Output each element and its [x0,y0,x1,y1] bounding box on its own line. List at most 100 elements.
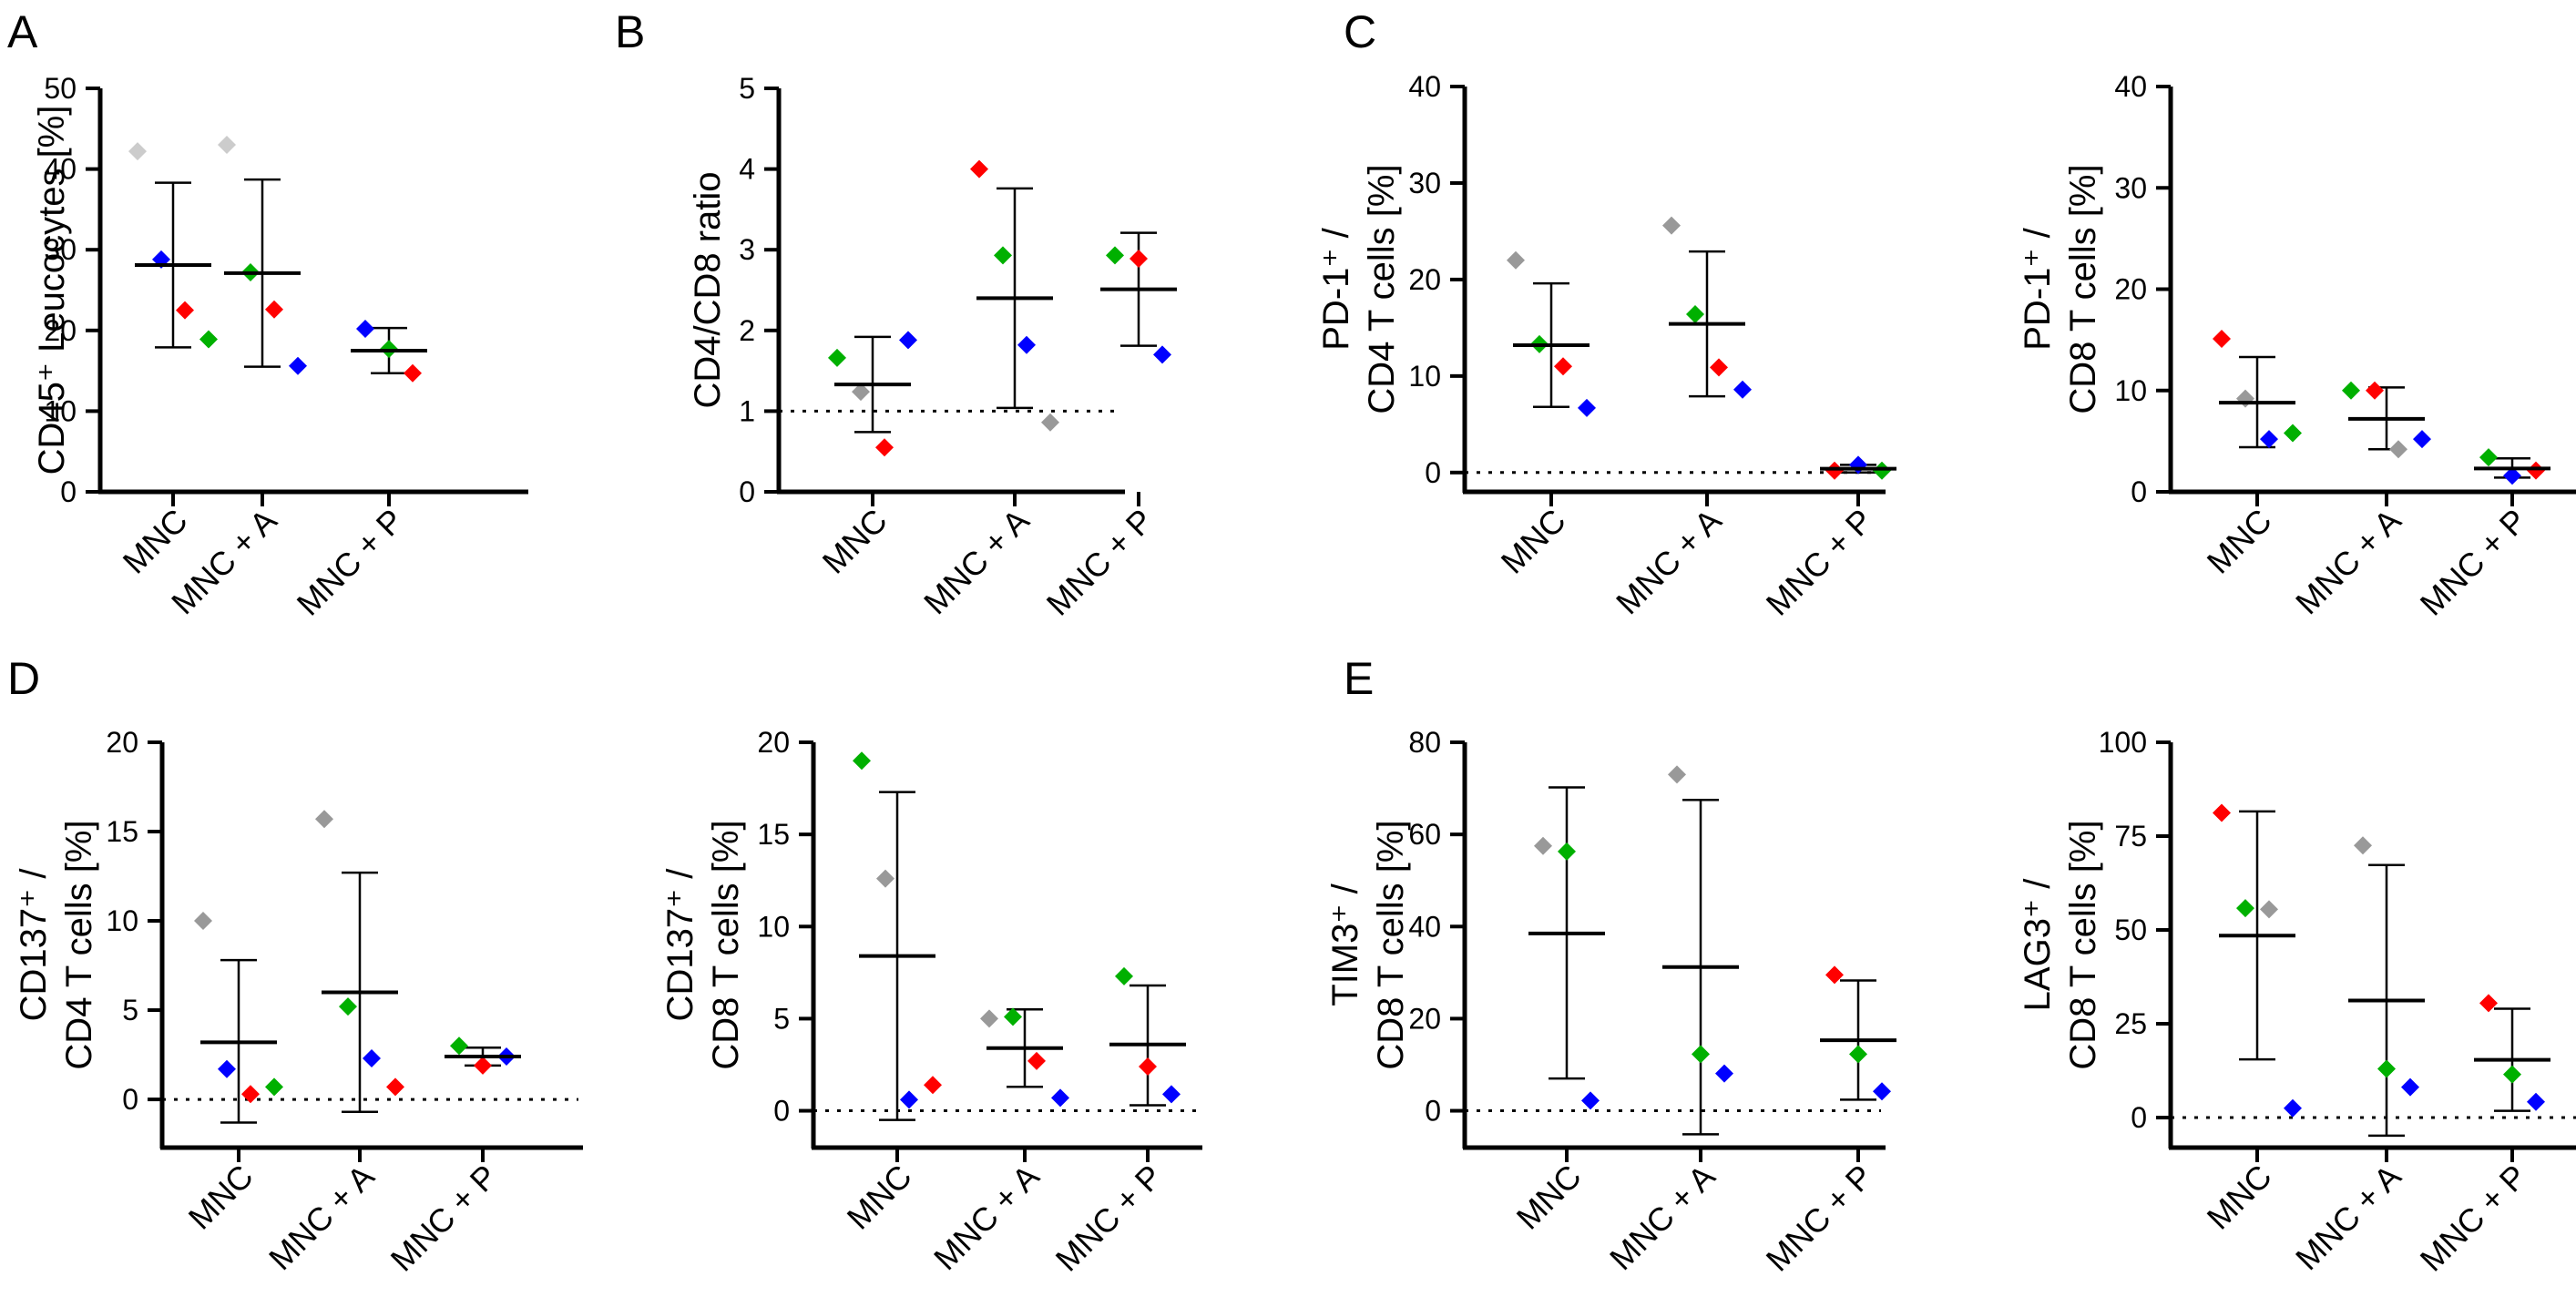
group-mnc-a [2342,381,2431,459]
data-point-gray [2260,900,2278,919]
data-point-gray [194,912,212,931]
x-tick-label: MNC + A [261,1158,382,1278]
group-mnc [1528,786,1605,1110]
data-point-red [2366,381,2384,400]
x-tick-label: MNC + P [290,502,411,623]
y-tick-label: 50 [44,72,77,105]
y-tick-label: 0 [1425,456,1441,489]
data-point-blue [218,1059,236,1078]
y-tick-label: 40 [2114,70,2147,103]
y-tick-label: 10 [106,904,138,937]
data-point-red [875,438,894,457]
group-mnc-p [2474,994,2550,1112]
group-mnc [853,751,942,1121]
data-point-blue [1162,1085,1181,1104]
data-point-green [2377,1059,2396,1078]
data-point-light_gray [218,136,236,155]
x-tick-label: MNC + A [1602,1158,1722,1278]
data-point-blue [2527,1092,2545,1111]
x-tick-label: MNC + P [1039,502,1160,623]
data-point-red [1139,1057,1157,1076]
group-mnc-p [2474,448,2550,485]
x-tick-label: MNC [1509,1158,1589,1237]
x-tick-label: MNC + A [1609,502,1729,622]
data-point-red [2479,994,2498,1013]
data-point-red [1825,965,1844,985]
y-tick-label: 15 [757,818,790,851]
data-point-gray [1662,216,1681,235]
x-tick-label: MNC [1494,502,1573,581]
group-mnc-a [315,810,404,1114]
data-point-gray [1668,765,1686,784]
chart-panel-3: C 0 10 20 30 40 MNC MNC + A MNC + P PD-1⁺ / CD4 T … [1316,6,1896,623]
data-point-green [1004,1007,1022,1026]
group-mnc-p [1820,455,1896,480]
data-point-green [339,997,357,1016]
group-mnc-p [1109,966,1186,1107]
group-mnc-a [218,136,307,375]
data-point-red [1130,249,1148,268]
chart-panel-4: 0 10 20 30 40 MNC MNC + A MNC + P PD-1⁺ / CD8 T c… [2018,70,2576,623]
data-point-blue [2503,466,2521,485]
panel-letter: C [1344,6,1376,57]
y-tick-label: 4 [739,153,755,186]
data-point-red [1554,357,1572,376]
data-point-gray [876,869,894,888]
x-tick-label: MNC [181,1158,261,1237]
y-tick-label: 20 [1408,263,1441,296]
data-point-light_gray [128,142,147,161]
data-point-red [1710,358,1728,377]
x-tick-label: MNC + P [383,1158,505,1279]
data-point-blue [899,331,917,350]
group-mnc-a [2348,836,2425,1138]
chart-panel-6: 0 5 10 15 20 MNC MNC + A MNC + P CD137⁺ / CD8 T c… [660,726,1202,1279]
x-tick-label: MNC [116,502,195,581]
group-mnc [194,912,283,1124]
data-point-green [1115,966,1133,985]
y-axis-title: CD4/CD8 ratio [688,171,728,408]
panel-letter: E [1344,653,1374,704]
x-tick-label: MNC + A [916,502,1037,622]
data-point-gray [1507,250,1525,270]
group-mnc [128,142,218,349]
data-point-red [386,1077,404,1097]
data-point-green [2503,1065,2521,1084]
x-tick-label: MNC + P [1048,1158,1170,1279]
group-mnc-p [445,1036,521,1075]
y-axis-title: CD8 T cells [%] [1371,820,1411,1069]
y-axis-title: PD-1⁺ / [1316,227,1356,350]
y-tick-label: 40 [1408,70,1441,103]
y-tick-label: 20 [757,726,790,759]
data-point-blue [289,356,307,375]
data-point-blue [363,1048,381,1067]
chart-panel-8: 0 25 50 75 100 MNC MNC + A MNC + P LAG3⁺ / CD8 T … [2018,726,2576,1279]
y-axis-title: CD4 T cells [%] [59,820,99,1069]
data-point-gray [2236,389,2254,408]
y-tick-label: 30 [2114,171,2147,204]
chart-panel-7: E 0 20 40 60 80 MNC MNC + A MNC + P TIM3⁺ / CD8 T … [1325,653,1896,1279]
data-point-blue [1873,1082,1891,1101]
data-point-gray [2389,440,2407,459]
y-tick-label: 10 [757,910,790,943]
group-mnc [828,331,917,457]
data-point-gray [315,810,333,829]
data-point-green [450,1036,468,1056]
data-point-red [970,159,988,179]
data-point-green [1106,246,1124,265]
data-point-red [2213,803,2231,822]
data-point-red [176,301,194,320]
y-tick-label: 0 [773,1095,790,1128]
y-tick-label: 0 [1425,1095,1441,1128]
y-axis-title: CD137⁺ / [14,868,54,1022]
y-tick-label: 0 [122,1083,138,1116]
y-tick-label: 0 [2131,475,2147,508]
y-axis-title: PD-1⁺ / [2018,227,2058,350]
group-mnc-a [980,1007,1069,1108]
y-tick-label: 20 [1408,1002,1441,1035]
data-point-green [1692,1045,1710,1064]
y-tick-label: 75 [2114,820,2147,853]
y-tick-label: 5 [122,994,138,1026]
x-tick-label: MNC + P [2413,1158,2534,1279]
y-tick-label: 5 [739,72,755,105]
chart-panel-2: B 0 1 2 3 4 5 MNC MNC + A MNC + P CD4/CD8 ratio [615,6,1177,623]
